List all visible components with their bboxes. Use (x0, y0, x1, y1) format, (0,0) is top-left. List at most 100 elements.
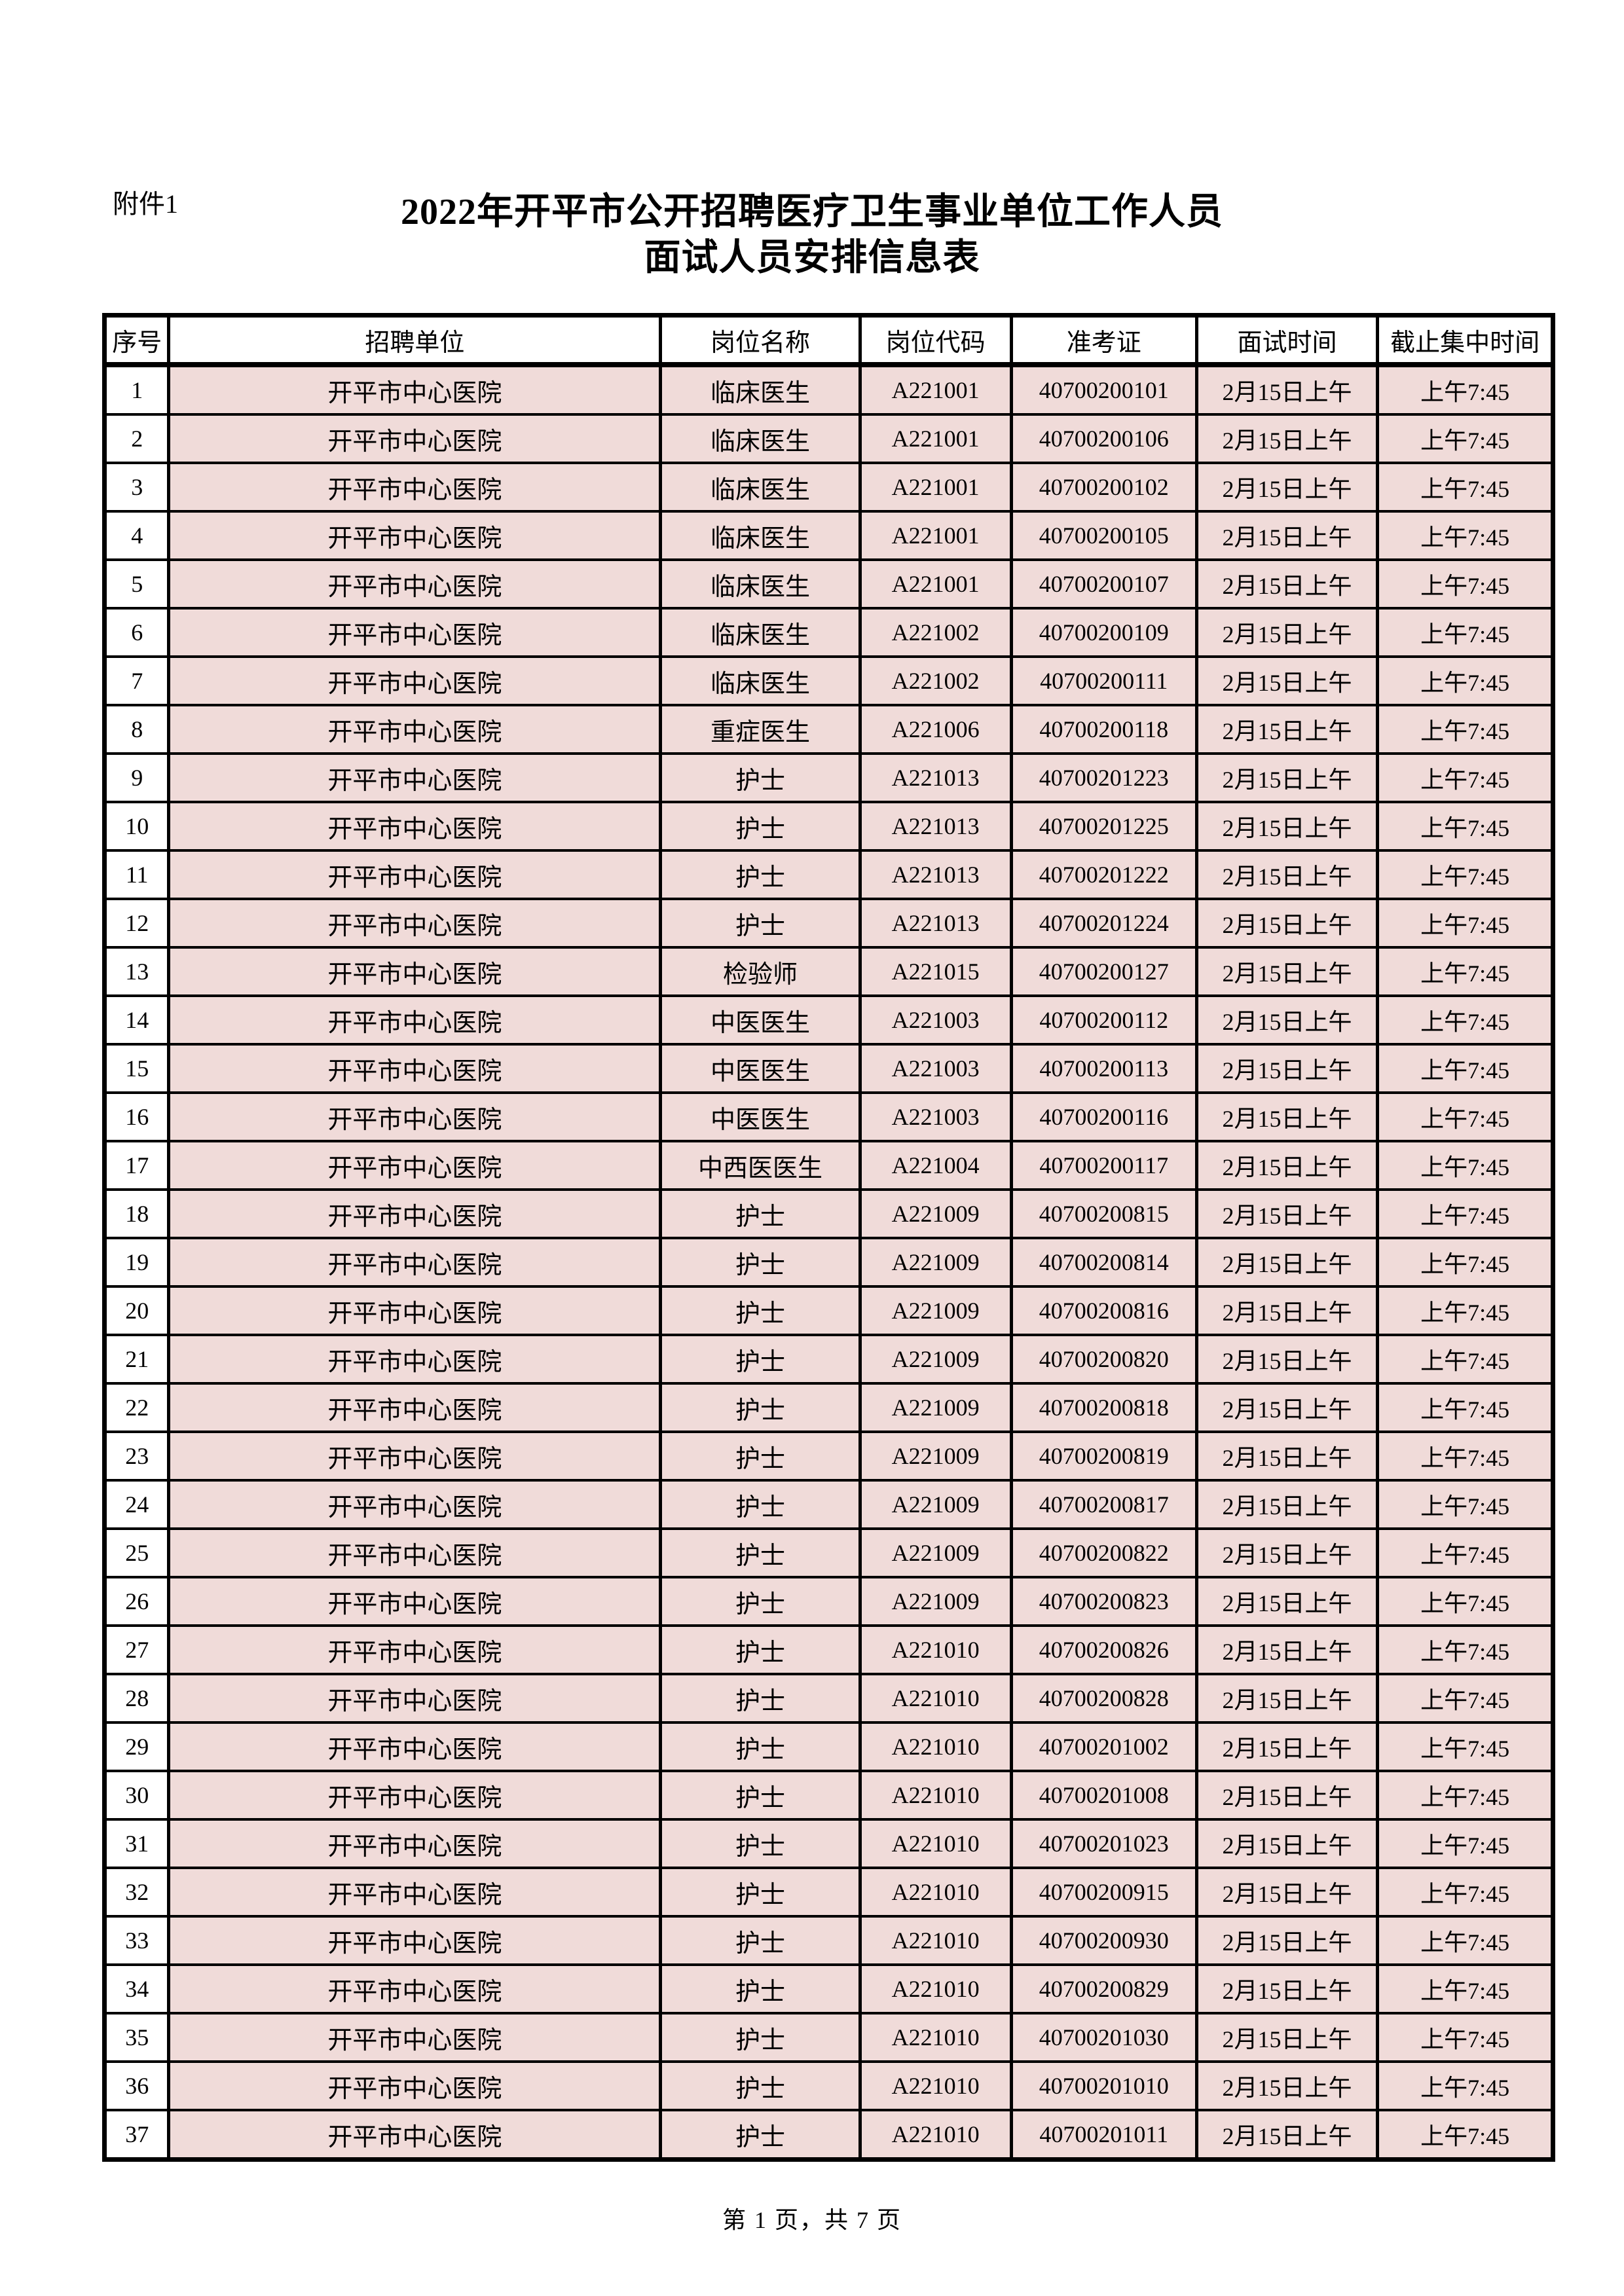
cell-code: A221010 (858, 1818, 1013, 1869)
cell-ticket: 40700200107 (1009, 558, 1198, 610)
cell-time: 2月15日上午 (1194, 1527, 1380, 1578)
cell-unit: 开平市中心医院 (167, 1818, 663, 1869)
cell-code: A221010 (858, 1963, 1013, 2014)
cell-ticket: 40700201030 (1009, 2012, 1198, 2063)
table-row: 35 开平市中心医院 护士 A221010 40700201030 2月15日上午 上午7:… (102, 2012, 1555, 2063)
cell-post: 临床医生 (659, 462, 862, 513)
cell-ticket: 40700200820 (1009, 1334, 1198, 1385)
cell-code: A221001 (858, 413, 1013, 464)
table-row: 15 开平市中心医院 中医医生 A221003 40700200113 2月15日上午 上午… (102, 1043, 1555, 1094)
table-row: 25 开平市中心医院 护士 A221009 40700200822 2月15日上午 上午7:… (102, 1527, 1555, 1578)
cell-time: 2月15日上午 (1194, 752, 1380, 803)
cell-seq: 21 (102, 1334, 171, 1385)
cell-code: A221009 (858, 1237, 1013, 1288)
cell-post: 护士 (659, 1188, 862, 1239)
cell-post: 护士 (659, 1237, 862, 1288)
cell-time: 2月15日上午 (1194, 1188, 1380, 1239)
table-row: 28 开平市中心医院 护士 A221010 40700200828 2月15日上午 上午7:… (102, 1673, 1555, 1724)
cell-post: 护士 (659, 1479, 862, 1530)
cell-ticket: 40700200113 (1009, 1043, 1198, 1094)
cell-ticket: 40700200829 (1009, 1963, 1198, 2014)
cell-time: 2月15日上午 (1194, 363, 1380, 416)
cell-post: 护士 (659, 1334, 862, 1385)
cell-time: 2月15日上午 (1194, 898, 1380, 949)
cell-unit: 开平市中心医院 (167, 1527, 663, 1578)
cell-unit: 开平市中心医院 (167, 1430, 663, 1482)
table-row: 33 开平市中心医院 护士 A221010 40700200930 2月15日上午 上午7:… (102, 1915, 1555, 1966)
cell-ticket: 40700201008 (1009, 1770, 1198, 1821)
cell-deadline: 上午7:45 (1376, 1430, 1555, 1482)
cell-post: 护士 (659, 1527, 862, 1578)
cell-ticket: 40700201225 (1009, 801, 1198, 852)
cell-post: 中西医医生 (659, 1140, 862, 1191)
cell-post: 中医医生 (659, 1043, 862, 1094)
cell-time: 2月15日上午 (1194, 801, 1380, 852)
cell-seq: 33 (102, 1915, 171, 1966)
page-title-line1: 2022年开平市公开招聘医疗卫生事业单位工作人员 (401, 192, 1223, 232)
cell-unit: 开平市中心医院 (167, 462, 663, 513)
cell-ticket: 40700201010 (1009, 2060, 1198, 2111)
table-row: 13 开平市中心医院 检验师 A221015 40700200127 2月15日上午 上午7… (102, 946, 1555, 997)
cell-ticket: 40700200828 (1009, 1673, 1198, 1724)
cell-unit: 开平市中心医院 (167, 607, 663, 658)
cell-time: 2月15日上午 (1194, 1624, 1380, 1675)
cell-deadline: 上午7:45 (1376, 994, 1555, 1046)
cell-post: 护士 (659, 2109, 862, 2161)
cell-unit: 开平市中心医院 (167, 1188, 663, 1239)
cell-ticket: 40700201011 (1009, 2109, 1198, 2161)
cell-seq: 24 (102, 1479, 171, 1530)
table-row: 27 开平市中心医院 护士 A221010 40700200826 2月15日上午 上午7:… (102, 1624, 1555, 1675)
cell-time: 2月15日上午 (1194, 462, 1380, 513)
cell-ticket: 40700200117 (1009, 1140, 1198, 1191)
table-row: 20 开平市中心医院 护士 A221009 40700200816 2月15日上午 上午7:… (102, 1285, 1555, 1336)
cell-code: A221001 (858, 510, 1013, 561)
cell-code: A221010 (858, 1770, 1013, 1821)
cell-unit: 开平市中心医院 (167, 1963, 663, 2014)
cell-code: A221010 (858, 2109, 1013, 2161)
table-row: 12 开平市中心医院 护士 A221013 40700201224 2月15日上午 上午7:… (102, 898, 1555, 949)
cell-seq: 16 (102, 1091, 171, 1142)
cell-post: 临床医生 (659, 655, 862, 706)
cell-deadline: 上午7:45 (1376, 1091, 1555, 1142)
cell-deadline: 上午7:45 (1376, 946, 1555, 997)
cell-deadline: 上午7:45 (1376, 801, 1555, 852)
cell-deadline: 上午7:45 (1376, 1140, 1555, 1191)
cell-deadline: 上午7:45 (1376, 704, 1555, 755)
cell-time: 2月15日上午 (1194, 607, 1380, 658)
cell-time: 2月15日上午 (1194, 1770, 1380, 1821)
cell-deadline: 上午7:45 (1376, 1576, 1555, 1627)
table-row: 10 开平市中心医院 护士 A221013 40700201225 2月15日上午 上午7:… (102, 801, 1555, 852)
table-row: 1 开平市中心医院 临床医生 A221001 40700200101 2月15日上午 上午7… (102, 363, 1555, 416)
table-row: 24 开平市中心医院 护士 A221009 40700200817 2月15日上午 上午7:… (102, 1479, 1555, 1530)
cell-seq: 26 (102, 1576, 171, 1627)
cell-unit: 开平市中心医院 (167, 849, 663, 900)
cell-time: 2月15日上午 (1194, 413, 1380, 464)
cell-code: A221010 (858, 2060, 1013, 2111)
cell-post: 临床医生 (659, 607, 862, 658)
cell-deadline: 上午7:45 (1376, 1334, 1555, 1385)
cell-ticket: 40700200127 (1009, 946, 1198, 997)
cell-unit: 开平市中心医院 (167, 1479, 663, 1530)
cell-time: 2月15日上午 (1194, 1091, 1380, 1142)
cell-time: 2月15日上午 (1194, 510, 1380, 561)
cell-time: 2月15日上午 (1194, 1673, 1380, 1724)
cell-deadline: 上午7:45 (1376, 1285, 1555, 1336)
cell-unit: 开平市中心医院 (167, 2060, 663, 2111)
cell-post: 临床医生 (659, 363, 862, 416)
cell-post: 重症医生 (659, 704, 862, 755)
column-header-deadline: 截止集中时间 (1376, 314, 1555, 367)
column-header-time: 面试时间 (1194, 314, 1380, 367)
cell-seq: 22 (102, 1382, 171, 1433)
cell-unit: 开平市中心医院 (167, 1770, 663, 1821)
cell-seq: 6 (102, 607, 171, 658)
cell-deadline: 上午7:45 (1376, 2109, 1555, 2161)
cell-time: 2月15日上午 (1194, 1915, 1380, 1966)
cell-unit: 开平市中心医院 (167, 1140, 663, 1191)
cell-code: A221010 (858, 1867, 1013, 1918)
cell-time: 2月15日上午 (1194, 1237, 1380, 1288)
cell-seq: 8 (102, 704, 171, 755)
cell-post: 护士 (659, 752, 862, 803)
cell-unit: 开平市中心医院 (167, 1576, 663, 1627)
cell-ticket: 40700200112 (1009, 994, 1198, 1046)
